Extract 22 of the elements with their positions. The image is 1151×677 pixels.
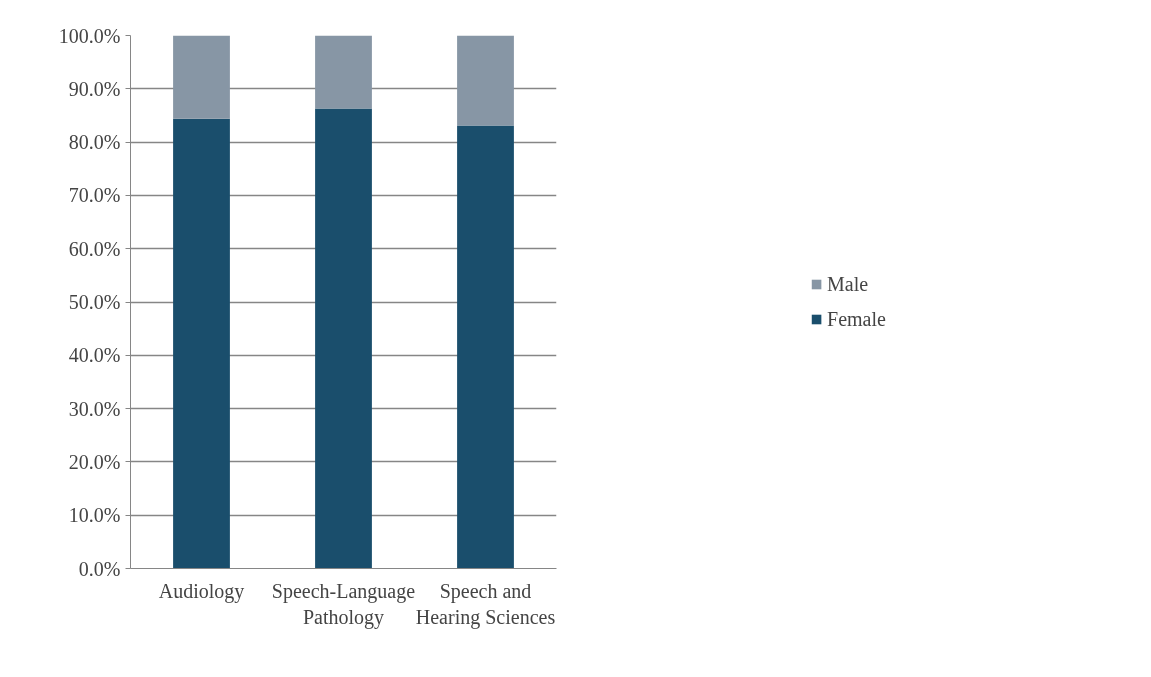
y-tick-label: 30.0% [68,397,121,420]
y-tick-label: 40.0% [68,344,121,367]
legend-label: Female [827,307,886,331]
x-tick-label: Audiology [158,579,245,603]
bar [457,125,514,569]
bar [315,35,372,109]
x-tick-label: Speech and Hearing Sciences [415,579,556,629]
bar [173,35,230,119]
bar [457,35,514,126]
y-tick-label: 50.0% [68,291,121,313]
x-tick-label: Speech-Language Pathology [271,579,416,629]
bar [315,108,372,569]
y-tick-label: 10.0% [68,504,121,527]
y-tick-label: 80.0% [68,131,121,154]
y-tick-label: 20.0% [68,450,121,473]
bar [173,118,230,569]
y-tick-label: 90.0% [68,77,121,100]
y-tick-label: 70.0% [68,184,121,207]
legend-label: Male [827,272,869,296]
y-tick-label: 60.0% [68,237,121,260]
y-tick-label: 100.0% [58,24,121,47]
y-tick-label: 0.0% [78,557,121,580]
